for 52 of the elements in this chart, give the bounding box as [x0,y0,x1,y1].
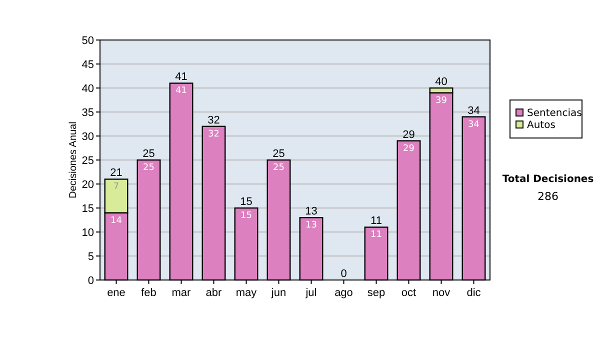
data-label: 25 [143,163,154,173]
total-label: 15 [240,196,252,208]
data-label: 39 [436,96,448,106]
y-tick-label: 40 [82,83,94,95]
y-tick-label: 5 [88,251,94,263]
x-tick-label: may [236,287,258,299]
data-label: 11 [370,230,382,240]
data-label: 32 [208,129,220,140]
x-tick-label: oct [401,287,416,299]
x-tick-label: jun [270,287,286,299]
data-label: 29 [403,144,415,154]
total-label: 32 [208,114,220,126]
y-tick-label: 30 [82,131,94,143]
x-tick-label: dic [466,287,482,299]
x-tick-label: nov [432,287,451,299]
data-label: 34 [468,120,480,130]
x-tick-label: sep [367,287,386,299]
text: 286 [538,190,558,203]
x-tick-label: ago [334,287,353,299]
y-tick-label: 45 [82,59,94,71]
data-label: 7 [113,182,120,192]
total-label: 21 [110,167,122,180]
total-label: 25 [272,148,285,160]
y-tick-label: 0 [88,275,94,287]
y-tick-label: 15 [82,203,94,215]
y-tick-label: 35 [82,107,94,119]
total-label: 11 [370,215,382,228]
data-label: 25 [273,163,284,173]
total-label: 34 [468,104,480,117]
data-label: 14 [110,216,122,226]
y-tick-label: 10 [82,227,94,239]
text: Total Decisiones [502,174,594,185]
total-label: 40 [435,76,448,88]
total-label: 41 [175,71,188,84]
x-tick-label: jul [304,287,317,299]
legend-label: Sentencias [527,108,582,119]
total-label: 13 [305,206,318,218]
x-tick-label: feb [141,287,156,299]
y-tick-label: 25 [82,155,94,167]
x-tick-label: mar [172,287,192,299]
y-tick-label: 20 [82,179,94,191]
total-label: 29 [402,128,415,141]
total-label: 25 [142,148,155,160]
data-label: 13 [306,220,317,231]
data-label: 15 [240,211,252,221]
x-tick-label: abr [206,287,222,299]
total-label: 0 [340,268,347,280]
data-label: 41 [176,86,187,96]
legend-label: Autos [527,120,556,131]
y-axis-title: Decisiones Anual [68,122,79,198]
x-tick-label: ene [107,287,126,299]
y-tick-label: 50 [82,35,94,47]
